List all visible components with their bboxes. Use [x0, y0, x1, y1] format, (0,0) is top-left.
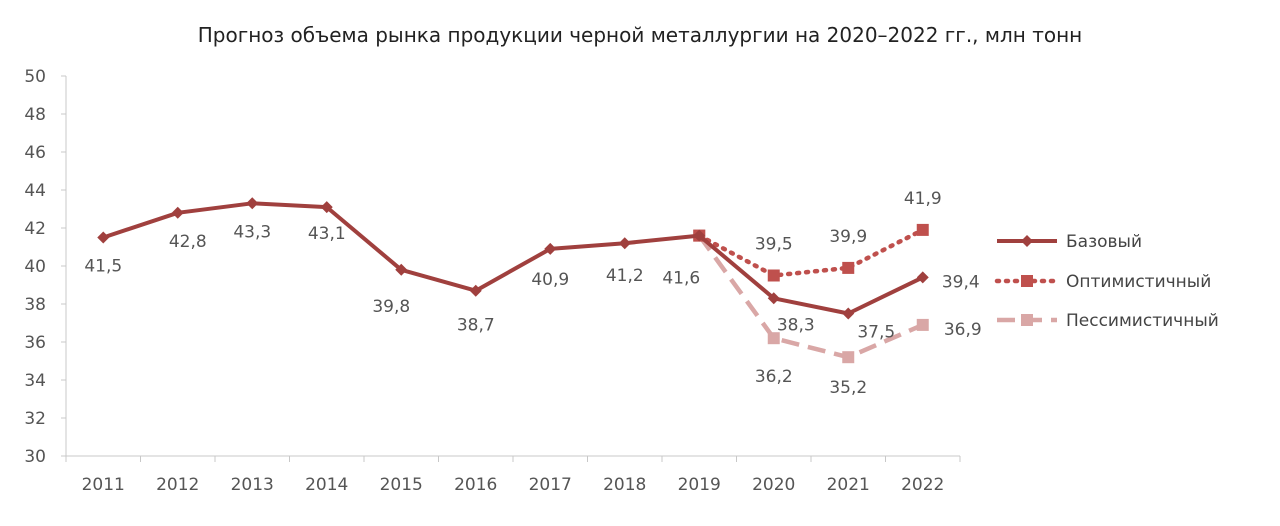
y-tick-label: 48 [24, 105, 46, 125]
data-point-marker [618, 237, 631, 250]
legend-label: Оптимистичный [1066, 272, 1211, 292]
data-point-marker [916, 318, 929, 331]
y-tick-label: 44 [24, 181, 46, 201]
y-tick-label: 40 [24, 257, 46, 277]
y-tick-label: 36 [24, 333, 46, 353]
data-point-marker [320, 201, 333, 214]
data-point-marker [767, 332, 780, 345]
x-tick-label: 2017 [529, 475, 572, 495]
x-tick-label: 2020 [752, 475, 795, 495]
data-label: 43,1 [308, 224, 346, 244]
series-line [102, 201, 924, 316]
y-tick-label: 32 [24, 409, 46, 429]
data-label: 39,5 [755, 235, 793, 255]
x-tick-label: 2022 [901, 475, 944, 495]
data-point-marker [842, 261, 855, 274]
data-point-marker [246, 197, 259, 210]
x-tick-label: 2013 [231, 475, 274, 495]
data-label: 42,8 [169, 232, 207, 252]
series-line [697, 234, 924, 360]
y-tick-label: 50 [24, 67, 46, 87]
data-label: 36,2 [755, 367, 793, 387]
data-label: 39,8 [372, 297, 410, 317]
y-tick-label: 34 [24, 371, 46, 391]
data-point-marker [693, 229, 706, 242]
series-layer [97, 197, 929, 364]
data-point-marker [767, 269, 780, 282]
series-line [697, 227, 925, 278]
data-point-marker [395, 263, 408, 276]
series-optimistic [693, 223, 929, 282]
legend-item-base: Базовый [997, 232, 1142, 252]
data-label: 40,9 [531, 270, 569, 290]
x-tick-label: 2014 [305, 475, 348, 495]
data-label: 41,2 [606, 266, 644, 286]
data-point-marker [544, 242, 557, 255]
data-label: 39,9 [829, 227, 867, 247]
x-tick-label: 2011 [82, 475, 125, 495]
y-tick-label: 38 [24, 295, 46, 315]
data-label: 43,3 [233, 222, 271, 242]
legend-item-pessimistic: Пессимистичный [997, 311, 1219, 331]
data-point-marker [97, 231, 110, 244]
data-label: 37,5 [857, 323, 895, 343]
legend: Базовый Оптимистичный Пессимистичный [994, 232, 1219, 331]
data-label: 41,6 [662, 269, 700, 289]
data-label: 41,5 [84, 257, 122, 277]
legend-swatch-marker [1021, 235, 1033, 247]
data-label: 36,9 [944, 320, 982, 340]
x-tick-label: 2016 [454, 475, 497, 495]
data-point-marker [916, 223, 929, 236]
axes: 30 32 34 36 38 40 42 44 46 48 50 2011 2012 2013 2014 20… [24, 67, 961, 495]
x-tick-label: 2021 [827, 475, 870, 495]
data-label: 41,9 [904, 189, 942, 209]
legend-swatch-marker [1021, 275, 1033, 287]
data-label: 38,3 [777, 315, 815, 335]
data-point-marker [171, 206, 184, 219]
data-label: 39,4 [942, 272, 980, 292]
legend-item-optimistic: Оптимистичный [994, 272, 1211, 292]
data-point-marker [916, 271, 929, 284]
data-point-marker [767, 292, 780, 305]
x-tick-label: 2012 [156, 475, 199, 495]
legend-label: Пессимистичный [1066, 311, 1219, 331]
series-pessimistic [693, 229, 929, 364]
data-point-marker [469, 284, 482, 297]
data-point-marker [842, 351, 855, 364]
y-tick-label: 42 [24, 219, 46, 239]
series-base [97, 197, 929, 320]
legend-swatch-marker [1021, 314, 1033, 326]
x-tick-label: 2018 [603, 475, 646, 495]
data-label: 38,7 [457, 316, 495, 336]
x-tick-label: 2019 [678, 475, 721, 495]
x-tick-label: 2015 [380, 475, 423, 495]
data-labels: 41,5 42,8 43,3 43,1 39,8 38,7 40,9 41,2 41,6 38,3… [84, 189, 981, 398]
legend-label: Базовый [1066, 232, 1142, 252]
chart-title: Прогноз объема рынка продукции черной ме… [198, 23, 1082, 47]
y-tick-label: 30 [24, 447, 46, 467]
data-label: 35,2 [829, 378, 867, 398]
data-point-marker [842, 307, 855, 320]
y-tick-label: 46 [24, 143, 46, 163]
